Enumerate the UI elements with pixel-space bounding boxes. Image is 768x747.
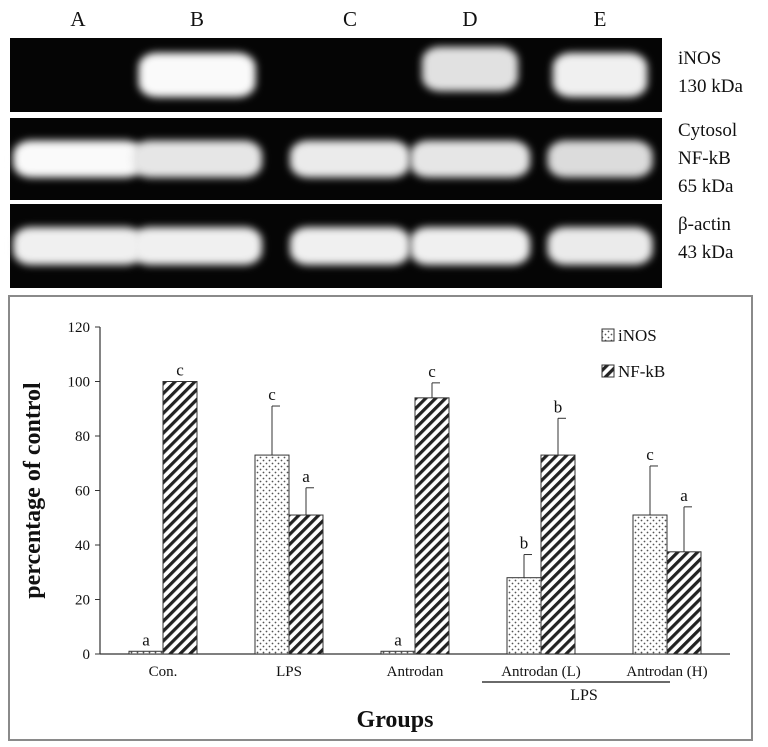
significance-letter: a [394,630,402,649]
blot-band [547,227,653,265]
blot-band [132,140,262,178]
blot-band [410,227,530,265]
band-label: 43 kDa [678,242,734,263]
y-tick-label: 80 [75,429,90,445]
significance-letter: a [680,486,688,505]
western-blot-panel: A B C D E iNOS 130 kDa Cytosol NF-kB 65 kDa β-act… [10,7,743,288]
lane-label-a: A [70,7,86,31]
y-tick-label: 120 [68,320,91,336]
legend-swatch [601,364,615,378]
band-label: Cytosol [678,120,737,141]
lane-label-c: C [343,7,357,31]
lane-label-e: E [594,7,607,31]
legend-label: NF-kB [618,362,665,381]
legend-swatch [601,328,615,342]
significance-letter: c [176,361,184,380]
blot-band [138,52,256,98]
band-label: β-actin [678,214,731,235]
x-tick-label: Antrodan [387,664,444,680]
y-axis-title: percentage of control [20,382,46,599]
band-label: iNOS [678,48,721,69]
blot-row: Cytosol NF-kB 65 kDa [10,118,737,200]
bar-inos [506,577,542,655]
blot-band [13,227,143,265]
y-tick-label: 20 [75,593,90,609]
bar-nf-kb [666,551,702,655]
bar-inos [128,650,164,655]
blot-band [13,140,143,178]
blot-row: β-actin 43 kDa [10,204,734,288]
x-tick-label: Antrodan (H) [626,664,707,680]
x-tick-label: Antrodan (L) [501,664,581,680]
bar-chart-frame: 0 20 40 60 80 100 120 percentage of control a c c… [8,295,753,741]
blot-band [422,46,518,92]
significance-letter: a [302,467,310,486]
blot-row: iNOS 130 kDa [10,38,743,112]
significance-letter: c [646,445,654,464]
bar-inos [632,514,668,655]
x-tick-label: Con. [149,664,178,680]
blot-band [410,140,530,178]
blot-band [552,52,648,98]
bar-inos [380,650,416,655]
y-tick-label: 60 [75,484,90,500]
blot-band [290,140,410,178]
y-tick-label: 100 [68,375,91,391]
band-label: 130 kDa [678,76,743,97]
significance-letter: a [142,630,150,649]
y-tick-label: 40 [75,538,90,554]
bar-nf-kb [414,397,450,655]
bar-inos [254,454,290,655]
band-label: 65 kDa [678,176,734,197]
band-label: NF-kB [678,148,731,169]
x-axis-title: Groups [357,707,434,733]
blot-band [132,227,262,265]
bar-nf-kb [540,454,576,655]
lane-label-d: D [462,7,477,31]
y-tick-label: 0 [83,647,91,663]
significance-letter: c [268,385,276,404]
legend-label: iNOS [618,326,657,345]
bar-chart: 0 20 40 60 80 100 120 percentage of control a c c… [20,320,730,733]
significance-letter: b [554,397,563,416]
bar-nf-kb [288,514,324,655]
x-tick-label: LPS [276,664,302,680]
blot-band [547,140,653,178]
lps-group-label: LPS [570,687,598,704]
significance-letter: c [428,362,436,381]
bar-nf-kb [162,381,198,655]
blot-band [290,227,410,265]
lane-label-b: B [190,7,204,31]
significance-letter: b [520,534,529,553]
